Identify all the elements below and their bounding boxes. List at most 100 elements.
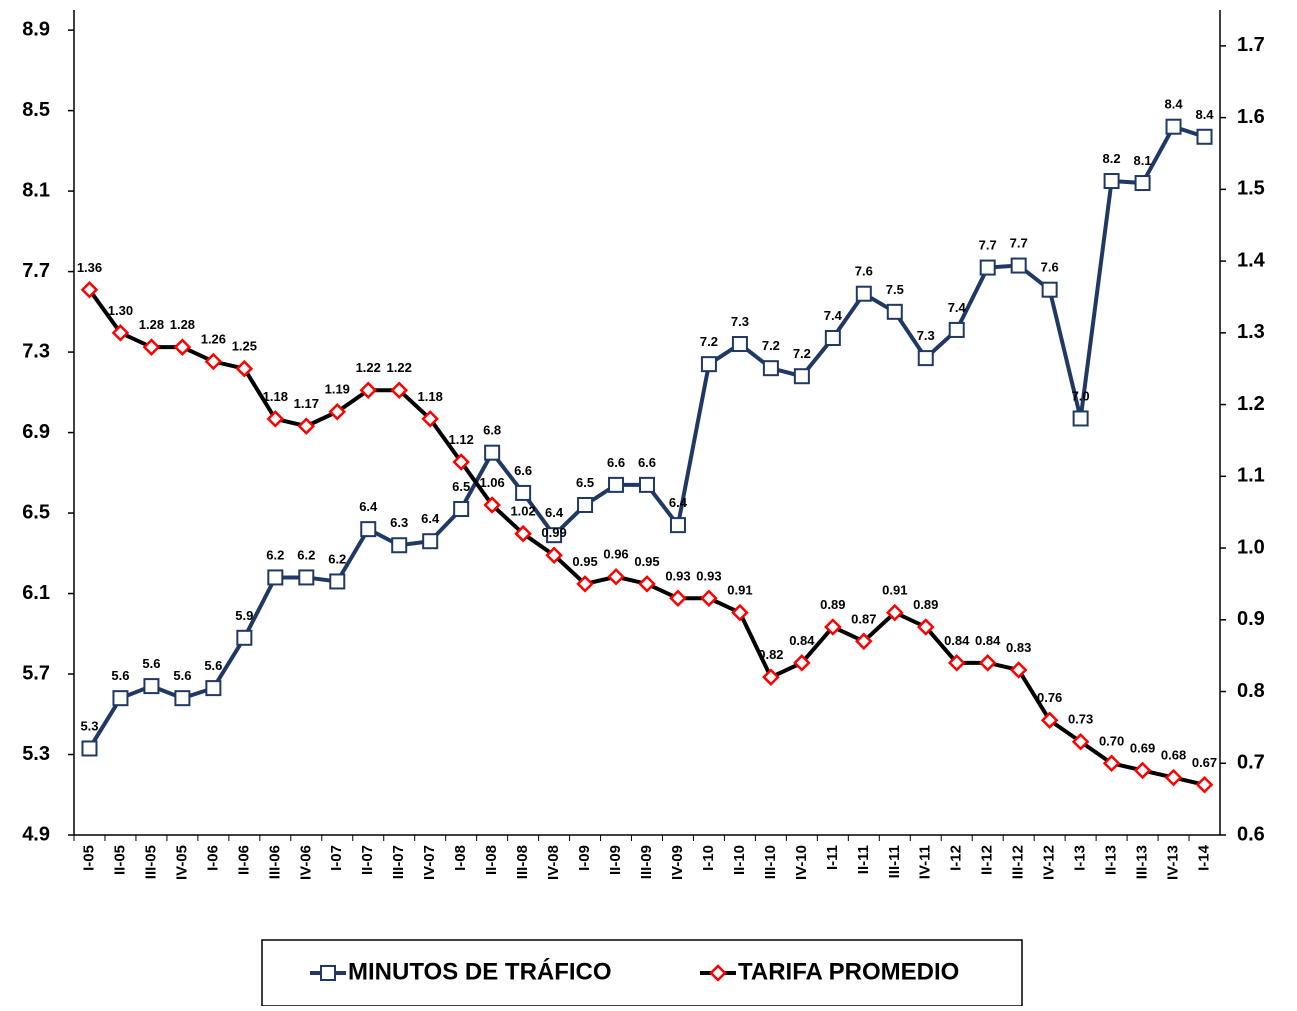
x-tick-label: I-07	[328, 845, 345, 871]
point-marker	[1195, 776, 1214, 794]
point-marker	[235, 359, 254, 378]
data-label: 7.4	[948, 300, 967, 315]
data-label: 7.4	[824, 308, 843, 323]
point-marker	[855, 632, 873, 651]
x-tick-label: I-12	[948, 845, 965, 871]
point-marker	[1134, 175, 1151, 192]
data-label: 1.22	[356, 360, 381, 375]
data-label: 0.73	[1068, 712, 1093, 727]
point-marker	[1071, 732, 1090, 751]
data-label: 5.3	[80, 718, 98, 733]
y2-tick-label: 1.1	[1237, 465, 1265, 487]
data-label: 7.2	[762, 338, 780, 353]
data-label: 0.83	[1006, 640, 1031, 655]
data-label: 7.6	[1041, 260, 1059, 275]
data-label: 1.36	[77, 260, 102, 275]
x-tick-label: IV-11	[917, 845, 934, 879]
point-marker	[483, 496, 501, 514]
point-marker	[174, 690, 191, 707]
data-label: 8.4	[1165, 97, 1184, 112]
point-marker	[204, 352, 223, 371]
data-label: 0.93	[665, 568, 690, 583]
legend-marker	[320, 965, 336, 981]
data-label: 8.4	[1195, 107, 1214, 122]
x-tick-label: I-06	[204, 845, 221, 871]
data-label: 1.02	[510, 504, 535, 519]
point-marker	[236, 629, 253, 646]
data-label: 6.2	[266, 547, 284, 562]
point-marker	[1041, 281, 1058, 298]
data-label: 7.7	[979, 238, 997, 253]
point-marker	[1165, 118, 1182, 135]
y-tick-label: 5.7	[22, 662, 50, 684]
data-label: 0.89	[820, 597, 845, 612]
y-tick-label: 8.5	[22, 99, 50, 121]
point-marker	[886, 303, 903, 320]
data-label: 1.12	[449, 432, 474, 447]
point-marker	[81, 740, 98, 757]
point-marker	[947, 654, 966, 672]
data-label: 7.3	[917, 328, 935, 343]
y-tick-label: 6.5	[22, 501, 50, 523]
x-tick-label: II-13	[1103, 845, 1120, 875]
x-tick-label: II-11	[855, 845, 872, 874]
point-marker	[824, 329, 841, 346]
point-marker	[1040, 711, 1059, 729]
x-tick-label: I-10	[700, 845, 717, 871]
point-marker	[111, 324, 130, 342]
point-marker	[762, 668, 780, 686]
point-marker	[298, 569, 315, 586]
point-marker	[328, 402, 347, 421]
legend-box	[261, 939, 1023, 1007]
x-tick-label: II-06	[235, 845, 252, 875]
point-marker	[421, 410, 439, 428]
point-marker	[669, 589, 687, 608]
x-tick-label: II-10	[731, 845, 748, 875]
point-marker	[731, 603, 749, 622]
x-tick-label: IV-07	[421, 845, 438, 880]
data-label: 0.84	[975, 633, 1001, 648]
x-tick-label: I-11	[824, 845, 841, 870]
data-label: 7.2	[700, 334, 718, 349]
data-label: 6.4	[421, 511, 440, 526]
point-marker	[390, 381, 408, 399]
data-label: 0.91	[882, 583, 907, 598]
x-tick-label: III-13	[1134, 845, 1151, 879]
point-marker	[515, 484, 532, 501]
point-marker	[422, 533, 439, 550]
data-label: 7.2	[793, 346, 811, 361]
point-marker	[700, 356, 717, 373]
data-label: 6.4	[669, 495, 688, 510]
x-tick-label: II-09	[607, 845, 624, 875]
point-marker	[391, 537, 408, 554]
data-label: 8.2	[1103, 151, 1121, 166]
point-marker	[546, 527, 563, 544]
x-tick-label: IV-13	[1165, 845, 1182, 880]
data-label: 0.67	[1192, 755, 1217, 770]
y-tick-label: 8.1	[22, 179, 50, 201]
point-marker	[359, 381, 378, 399]
data-label: 1.26	[201, 332, 226, 347]
data-label: 8.1	[1134, 153, 1152, 168]
data-label: 0.95	[634, 554, 659, 569]
data-label: 7.3	[731, 314, 749, 329]
x-tick-label: IV-10	[793, 845, 810, 880]
y-tick-label: 7.7	[22, 260, 50, 282]
point-marker	[700, 589, 718, 608]
point-marker	[731, 336, 748, 353]
data-label: 0.95	[572, 554, 597, 569]
point-marker	[1102, 754, 1121, 773]
data-label: 5.6	[173, 668, 191, 683]
data-label: 0.91	[727, 583, 752, 598]
x-tick-label: II-05	[111, 845, 128, 875]
data-label: 6.5	[452, 479, 470, 494]
x-tick-label: III-06	[266, 845, 283, 879]
legend-marker	[709, 964, 727, 982]
data-label: 1.19	[325, 382, 350, 397]
point-marker	[577, 497, 594, 513]
x-tick-label: I-08	[452, 845, 469, 871]
y2-tick-label: 0.8	[1237, 680, 1265, 702]
data-label: 0.82	[758, 647, 783, 662]
